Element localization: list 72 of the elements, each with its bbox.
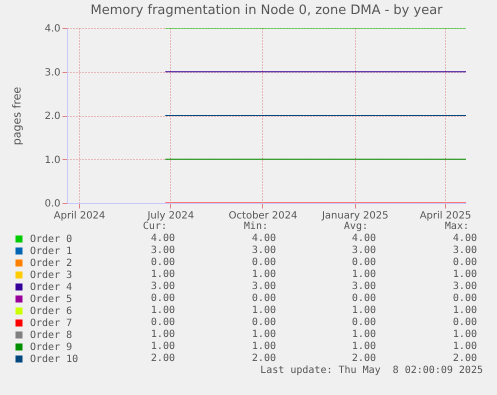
text: 1.00: [352, 269, 376, 281]
text: 0.00: [352, 293, 376, 305]
text: 0.00: [452, 293, 477, 305]
legend-label: Order 5: [30, 294, 72, 305]
text: 3.00: [452, 245, 477, 257]
text: 3.00: [150, 281, 175, 293]
y-tick-label: 1.0: [44, 154, 60, 166]
text: 1.00: [150, 305, 175, 317]
text: 0.00: [150, 293, 175, 305]
y-tick-label: 3.0: [44, 67, 60, 78]
text: 1.00: [150, 341, 175, 353]
text: 3.00: [352, 245, 376, 257]
text: 1.00: [252, 305, 276, 317]
chart-title: Memory fragmentation in Node 0, zone DMA - by year: [90, 3, 444, 18]
text: Max:: [444, 221, 469, 233]
text: 1.00: [252, 341, 276, 353]
text: 3.00: [352, 281, 376, 293]
text: 4.00: [352, 233, 376, 245]
text: 0.00: [352, 257, 376, 269]
y-tick-label: 2.0: [44, 111, 60, 122]
text: 0.00: [150, 317, 175, 329]
text: 0.00: [252, 257, 276, 269]
text: 1.00: [150, 269, 175, 281]
legend-label: Order 9: [30, 342, 72, 353]
x-tick-label: April 2025: [420, 210, 472, 222]
text: 0.00: [352, 317, 376, 329]
text: Avg:: [344, 221, 368, 233]
legend-label: Order 0: [30, 234, 72, 245]
x-tick-label: July 2024: [146, 210, 194, 222]
text: Last update: Thu May 8 02:00:09 2025: [260, 365, 483, 377]
y-tick-label: 0.0: [44, 198, 60, 210]
text: Min:: [244, 221, 268, 233]
text: 1.00: [452, 341, 477, 353]
text: 1.00: [252, 269, 276, 281]
y-axis-title: pages free: [10, 86, 24, 146]
text: 0.00: [452, 257, 477, 269]
x-tick-label: January 2025: [320, 210, 388, 222]
text: 1.00: [352, 329, 376, 341]
x-tick-label: April 2024: [54, 210, 106, 222]
legend-label: Order 6: [30, 306, 72, 317]
text: 4.00: [150, 233, 175, 245]
text: 2.00: [150, 353, 175, 365]
text: 2.00: [452, 353, 477, 365]
text: 0.00: [150, 257, 175, 269]
text: 3.00: [252, 245, 276, 257]
legend-label: Order 8: [30, 330, 72, 341]
text: 0.00: [252, 317, 276, 329]
text: 1.00: [352, 341, 376, 353]
text: 1.00: [352, 305, 376, 317]
legend-label: Order 2: [30, 258, 72, 269]
text: 3.00: [452, 281, 477, 293]
legend-label: Order 7: [30, 318, 72, 329]
text: 2.00: [352, 353, 376, 365]
text: 4.00: [452, 233, 477, 245]
text: 3.00: [252, 281, 276, 293]
x-tick-label: October 2024: [228, 210, 298, 222]
legend-label: Order 4: [30, 282, 72, 293]
text: 0.00: [452, 317, 477, 329]
y-tick-label: 4.0: [44, 24, 60, 34]
text: 0.00: [252, 293, 276, 305]
legend-label: Order 3: [30, 270, 72, 281]
text: 1.00: [452, 329, 477, 341]
text: Cur:: [142, 221, 167, 233]
text: 1.00: [452, 305, 477, 317]
text: 2.00: [252, 353, 276, 365]
text: 1.00: [452, 269, 477, 281]
text: 3.00: [150, 245, 175, 257]
legend-label: Order 1: [30, 246, 72, 257]
text: 1.00: [150, 329, 175, 341]
text: 4.00: [252, 233, 276, 245]
legend-label: Order 10: [30, 354, 78, 365]
text: 1.00: [252, 329, 276, 341]
